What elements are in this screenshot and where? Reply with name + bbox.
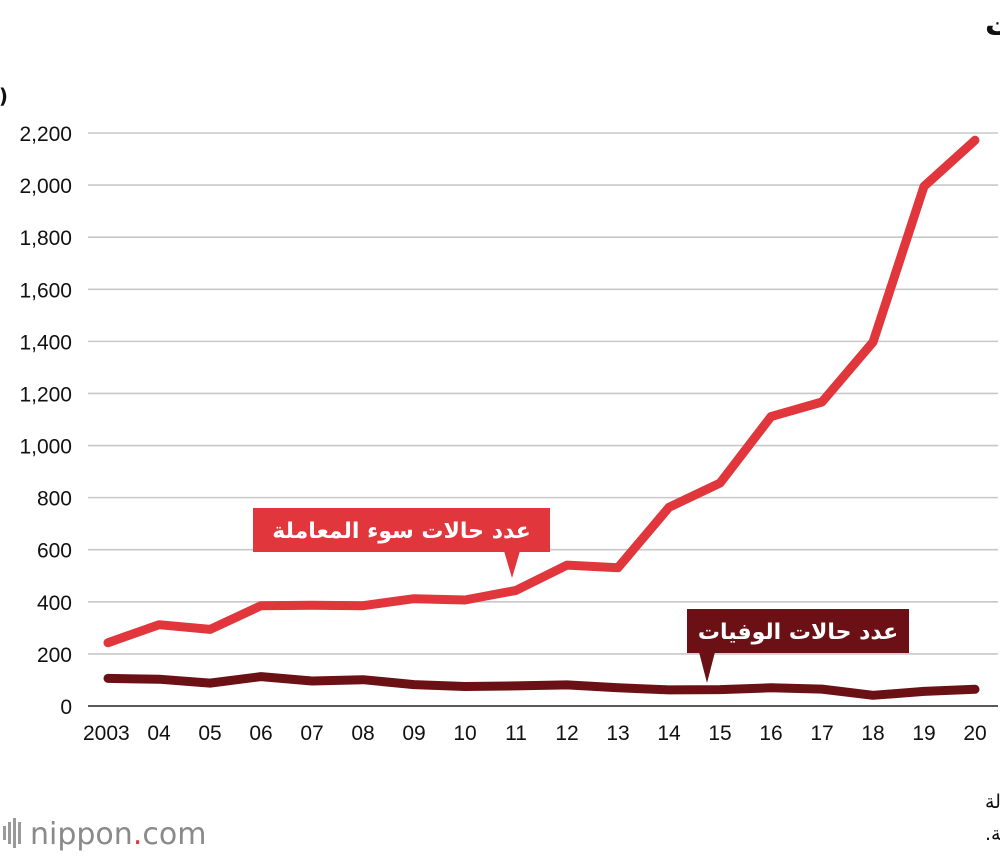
x-tick-label: 13 [606,722,629,745]
x-tick-label: 16 [759,722,782,745]
x-axis-ticks: 2003 04 05 06 07 08 09 10 11 12 13 14 15 16 17 18 19 20 [83,722,987,745]
y-axis-unit-label: (الأطفال) [0,83,8,108]
y-tick-label: 1,200 [19,383,72,406]
x-tick-label: 04 [147,722,171,745]
y-tick-label: 1,600 [19,279,72,302]
x-tick-label: 09 [402,722,425,745]
logo-wordmark: nippon.com [30,817,206,852]
chart-title: حالات الاعتداء على الأطفال والوفيات [985,6,1000,43]
callout-box [687,609,909,653]
logo-dot: . [133,817,143,852]
series-line-1 [103,672,980,700]
y-tick-label: 800 [37,488,72,511]
source-note-line-2: الشرطة الوطنية. [985,823,1000,845]
callout-pointer [699,652,715,683]
x-tick-label: 06 [249,722,272,745]
y-tick-label: 1,800 [19,227,72,250]
x-tick-label: 05 [198,722,221,745]
x-tick-label: 11 [505,722,527,745]
x-tick-label: 14 [657,722,681,745]
x-tick-label: 15 [708,722,731,745]
callout-1: عدد حالات الوفيات [687,609,909,683]
x-tick-label: 08 [351,722,374,745]
y-tick-label: 2,200 [19,123,72,146]
x-tick-label: 17 [810,722,833,745]
callout-pointer [504,551,520,578]
y-tick-label: 600 [37,540,72,563]
x-tick-label: 19 [912,722,935,745]
logo-bars-icon [3,818,21,848]
series-callouts: عدد حالات سوء المعاملة عدد حالات الوفيات [253,508,909,683]
callout-box [253,508,550,552]
callout-label: عدد حالات سوء المعاملة [272,519,530,544]
x-tick-label: 20 [963,722,986,745]
series-line-0 [103,135,980,648]
x-tick-label: 18 [861,722,884,745]
y-tick-label: 1,000 [19,436,72,459]
y-tick-label: 0 [60,696,72,719]
y-axis-ticks: 0 200 400 600 800 1,000 1,200 1,400 1,600 1,800 2,… [19,123,72,719]
x-tick-label: 12 [555,722,578,745]
y-tick-label: 200 [37,644,72,667]
callout-label: عدد حالات الوفيات [698,620,898,645]
series-lines [103,135,980,700]
x-tick-label: 2003 [83,722,130,745]
x-tick-label: 07 [300,722,323,745]
y-tick-label: 400 [37,592,72,615]
gridlines [88,132,998,707]
callout-0: عدد حالات سوء المعاملة [253,508,550,578]
nippon-logo: nippon.com [3,817,206,852]
y-tick-label: 2,000 [19,175,72,198]
x-tick-label: 10 [453,722,476,745]
y-tick-label: 1,400 [19,331,72,354]
source-note-line-1: تم جمع البيانات بواسطة Nippon.com بناءً … [985,791,1000,813]
